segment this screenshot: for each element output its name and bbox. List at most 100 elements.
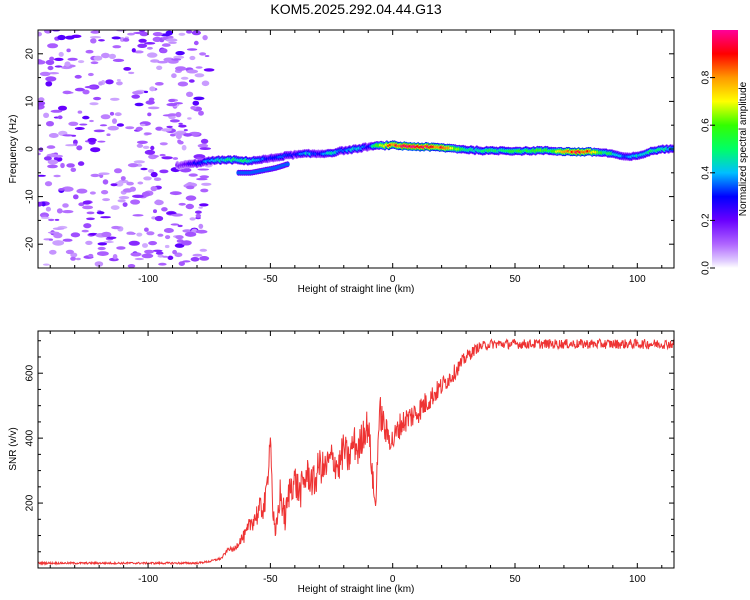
- noise-blob: [154, 199, 164, 206]
- noise-blob: [193, 96, 205, 101]
- chart-title: KOM5.2025.292.04.44.G13: [270, 1, 442, 17]
- noise-blob: [66, 48, 71, 53]
- noise-blob: [132, 214, 144, 217]
- noise-blob: [150, 145, 155, 151]
- noise-blob: [71, 134, 77, 137]
- noise-blob: [82, 115, 90, 120]
- noise-blob: [130, 199, 141, 205]
- noise-blob: [78, 60, 85, 64]
- x-tick-label: -100: [138, 574, 158, 585]
- noise-blob: [93, 96, 102, 101]
- noise-blob: [106, 236, 117, 240]
- noise-blob: [136, 140, 148, 144]
- noise-blob: [48, 218, 55, 222]
- noise-blob: [90, 147, 101, 153]
- colorbar-tick-label: 0.2: [701, 213, 712, 227]
- noise-blob: [202, 35, 208, 41]
- noise-blob: [86, 217, 95, 221]
- noise-blob: [136, 232, 143, 237]
- noise-blob: [186, 48, 198, 51]
- noise-blob: [114, 168, 122, 174]
- noise-blob: [192, 100, 200, 106]
- noise-blob: [60, 162, 65, 169]
- noise-blob: [128, 71, 135, 75]
- noise-blob: [122, 202, 128, 208]
- noise-blob: [159, 169, 169, 174]
- noise-blob: [122, 38, 130, 42]
- noise-blob: [43, 112, 50, 119]
- x-tick-label: 0: [390, 574, 396, 585]
- colorbar-gradient: [712, 30, 738, 268]
- noise-blob: [196, 177, 208, 181]
- noise-blob: [130, 252, 142, 257]
- noise-blob: [175, 235, 184, 240]
- noise-blob: [120, 176, 126, 181]
- noise-blob: [53, 232, 63, 239]
- noise-blob: [79, 123, 88, 126]
- noise-blob: [157, 60, 168, 64]
- noise-blob: [103, 240, 114, 244]
- noise-blob: [138, 38, 147, 43]
- noise-blob: [41, 201, 46, 207]
- noise-blob: [171, 213, 184, 217]
- noise-blob: [54, 65, 63, 68]
- y-tick-label: -10: [25, 189, 36, 204]
- noise-blob: [126, 181, 134, 186]
- noise-blob: [135, 126, 143, 131]
- noise-blob: [199, 248, 208, 252]
- noise-blob: [47, 65, 54, 71]
- noise-blob: [90, 30, 101, 34]
- noise-blob: [175, 66, 187, 71]
- noise-blob: [116, 246, 126, 250]
- noise-blob: [184, 231, 197, 237]
- noise-blob: [165, 30, 173, 36]
- noise-blob: [89, 102, 99, 106]
- noise-blob: [110, 205, 120, 211]
- noise-blob: [110, 97, 120, 101]
- x-tick-label: 50: [509, 574, 521, 585]
- noise-blob: [38, 174, 47, 177]
- noise-blob: [195, 210, 202, 214]
- noise-blob: [45, 59, 55, 65]
- noise-blob: [94, 261, 104, 267]
- noise-blob: [172, 157, 179, 160]
- noise-blob: [134, 102, 144, 107]
- noise-blob: [199, 52, 207, 56]
- noise-blob: [147, 106, 160, 110]
- noise-blob: [77, 161, 85, 166]
- colorbar-tick-label: 0.6: [701, 118, 712, 132]
- colorbar-label: Normalized spectral amplitude: [738, 81, 749, 216]
- noise-blob: [101, 52, 110, 59]
- noise-blob: [47, 159, 59, 165]
- noise-blob: [47, 164, 58, 169]
- noise-blob: [38, 147, 44, 153]
- noise-blob: [89, 36, 101, 39]
- noise-blob: [87, 137, 97, 143]
- noise-blob: [146, 46, 153, 50]
- noise-blob: [191, 30, 201, 36]
- noise-blob: [144, 42, 156, 45]
- noise-blob: [188, 79, 195, 83]
- noise-blob: [167, 255, 174, 260]
- noise-blob: [125, 126, 135, 130]
- noise-blob: [154, 215, 164, 222]
- noise-blob: [105, 79, 114, 85]
- noise-blob: [58, 51, 64, 57]
- noise-blob: [112, 254, 118, 260]
- noise-blob: [85, 49, 94, 54]
- noise-blob: [195, 66, 203, 69]
- noise-blob: [41, 215, 47, 218]
- noise-blob: [177, 81, 189, 87]
- noise-blob: [127, 32, 135, 36]
- noise-blob: [161, 128, 172, 132]
- noise-blob: [134, 50, 144, 54]
- snr-panel: -100 -50 0 50 100 200 400 600 Height of straigh…: [8, 330, 675, 595]
- noise-blob: [141, 191, 151, 197]
- noise-blob: [93, 55, 103, 61]
- snr-y-label: SNR (v/v): [8, 427, 19, 470]
- noise-blob: [168, 41, 178, 44]
- noise-blob: [98, 172, 110, 175]
- noise-blob: [165, 235, 171, 240]
- noise-blob: [157, 233, 164, 237]
- noise-blob: [65, 249, 74, 255]
